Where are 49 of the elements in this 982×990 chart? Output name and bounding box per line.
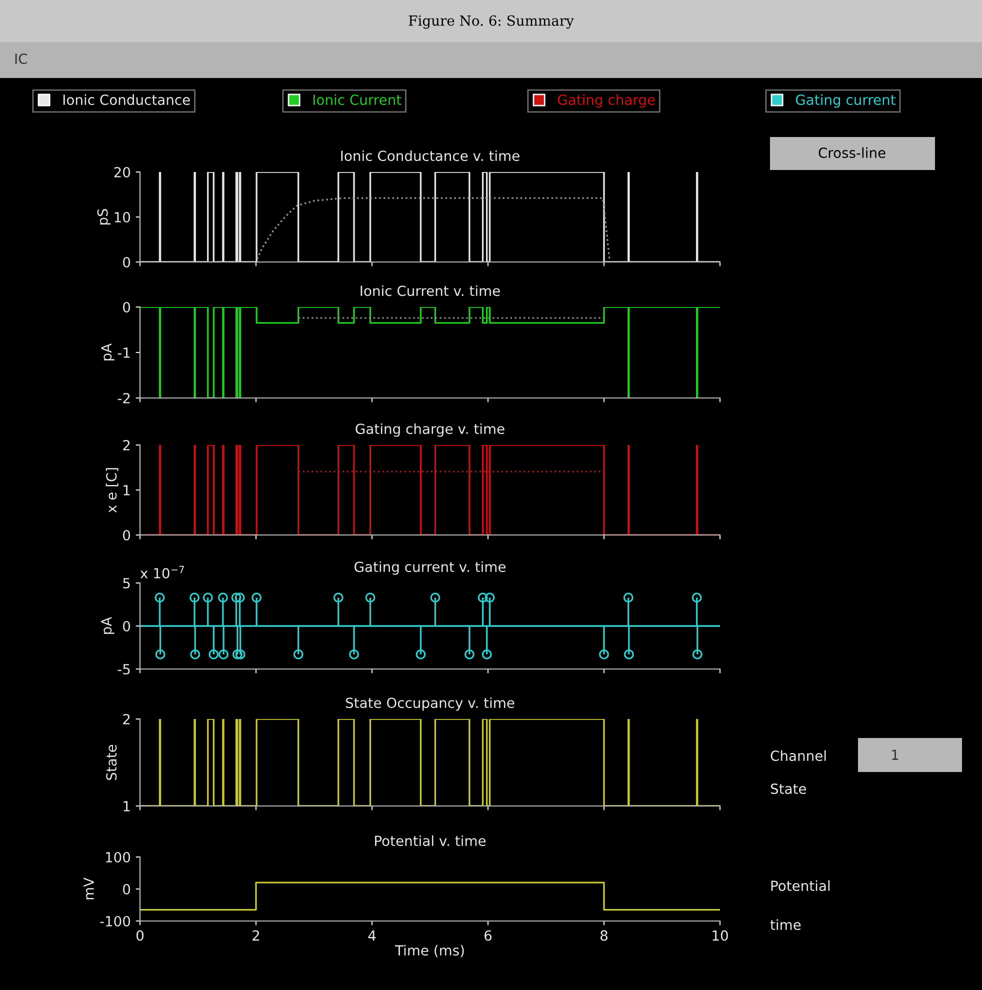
chart-title: Ionic Current v. time [360,285,500,296]
y-axis-title: pS [97,208,111,225]
x-axis-title: Time (ms) [394,944,464,958]
text: time [770,919,801,930]
y-tick-label: 100 [106,852,130,862]
y-tick-label: 20 [114,166,130,178]
legend-label: Ionic Conductance [63,94,190,106]
y-tick-label: -100 [100,916,130,926]
chart-title: Potential v. time [375,835,486,846]
x-tick-label: 10 [712,930,728,941]
legend-label: Ionic Current [313,94,402,106]
y-tick-label: -2 [118,392,130,404]
y-axis-title: pA [101,616,114,634]
y-tick-label: -1 [118,348,130,358]
y-axis-title: pA [101,343,114,360]
text: 1 [892,750,898,760]
chart-title: Gating current v. time [354,561,506,575]
y-tick-label: 0 [123,256,130,268]
legend-label: Gating charge [558,94,655,108]
y-tick-label: 1 [124,485,130,496]
y-axis-title: x e [C] [106,468,118,513]
text: Channel [770,750,826,762]
chart-title: Ionic Conductance v. time [341,150,520,162]
y-tick-label: 0 [123,302,130,312]
x-tick-label: 4 [368,930,376,941]
legend-label: Gating current [796,94,896,108]
x-tick-label: 6 [484,930,492,941]
text: Cross-line [818,147,886,158]
y-tick-label: 10 [114,212,130,222]
text: Potential [771,880,830,892]
x-tick-label: 2 [252,930,260,941]
y-tick-label: 1 [124,801,130,812]
y-tick-label: -5 [118,664,130,674]
y-axis-title: State [106,744,117,780]
x-tick-label: 8 [600,930,608,941]
y-tick-label: 2 [123,440,130,450]
x-tick-label: 0 [136,930,144,941]
y-tick-label: 0 [123,620,130,632]
text: State [770,784,806,794]
y-axis-title: mV [84,878,94,900]
y-tick-label: 2 [123,714,130,724]
y-tick-label: 5 [123,578,130,588]
y-tick-label: 0 [123,884,130,894]
text: Figure No. 6: Summary [408,15,574,29]
chart-title: Gating charge v. time [356,423,504,437]
text: x 10$^{−7}$ [140,566,184,578]
text: IC [15,54,28,64]
chart-title: State Occupancy v. time [346,697,514,711]
y-tick-label: 0 [123,530,130,540]
